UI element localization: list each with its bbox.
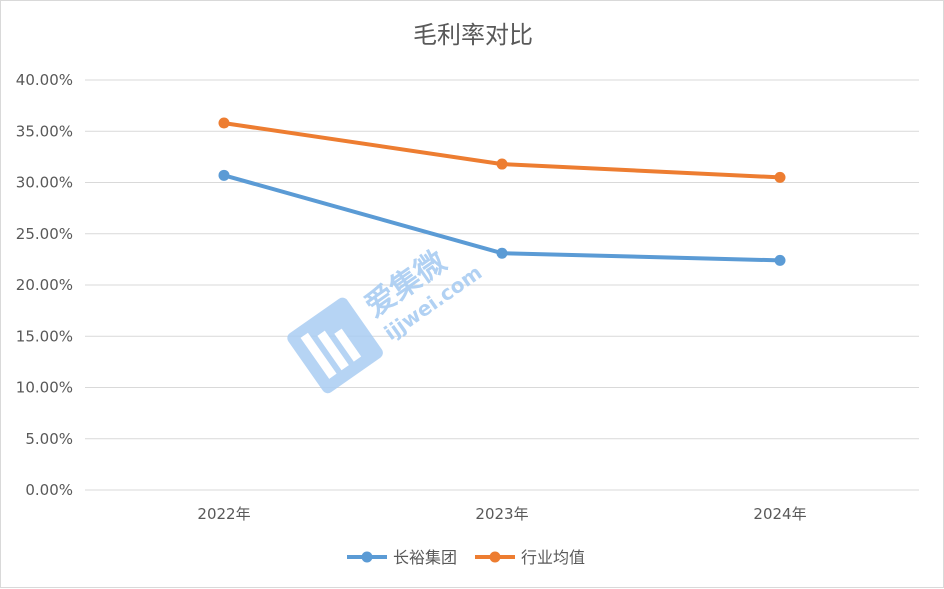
series-1 xyxy=(218,169,786,266)
legend-item: 行业均值 xyxy=(475,548,585,567)
chart-title: 毛利率对比 xyxy=(413,21,533,49)
legend: 长裕集团 行业均值 xyxy=(347,548,585,567)
x-tick-label: 2022年 xyxy=(197,505,250,523)
data-point xyxy=(218,117,230,129)
y-tick-label: 5.00% xyxy=(25,430,73,448)
watermark: 爱集微 ijjwei.com xyxy=(287,244,486,394)
y-tick-label: 30.00% xyxy=(16,174,73,192)
y-axis-ticks: 0.00% 5.00% 10.00% 15.00% 20.00% 25.00% 30.00%… xyxy=(16,71,73,499)
y-tick-label: 15.00% xyxy=(16,327,73,345)
legend-label: 行业均值 xyxy=(521,548,585,567)
x-axis-ticks: 2022年 2023年 2024年 xyxy=(197,505,806,523)
data-point xyxy=(496,247,508,259)
jw-logo-icon xyxy=(287,297,383,394)
y-tick-label: 10.00% xyxy=(16,379,73,397)
y-tick-label: 0.00% xyxy=(25,481,73,499)
series-2 xyxy=(218,117,786,183)
legend-label: 长裕集团 xyxy=(393,548,457,567)
legend-item: 长裕集团 xyxy=(347,548,457,567)
x-tick-label: 2023年 xyxy=(475,505,528,523)
legend-swatch-marker xyxy=(489,551,501,563)
legend-swatch-marker xyxy=(361,551,373,563)
data-point xyxy=(496,158,508,170)
data-point xyxy=(218,169,230,181)
data-point xyxy=(774,254,786,266)
series-line xyxy=(222,173,782,263)
y-tick-label: 25.00% xyxy=(16,225,73,243)
x-tick-label: 2024年 xyxy=(753,505,806,523)
y-tick-label: 35.00% xyxy=(16,122,73,140)
data-point xyxy=(774,171,786,183)
y-tick-label: 40.00% xyxy=(16,71,73,89)
y-tick-label: 20.00% xyxy=(16,276,73,294)
series-group xyxy=(218,117,786,266)
grid-lines xyxy=(85,79,919,491)
